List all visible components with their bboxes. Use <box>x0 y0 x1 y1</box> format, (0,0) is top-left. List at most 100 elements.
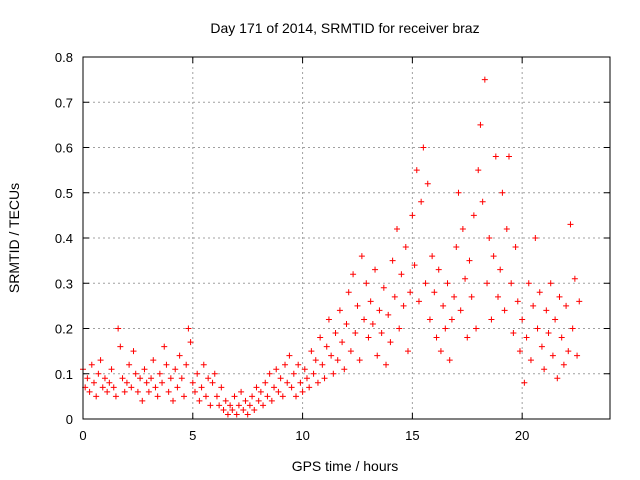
data-point <box>514 298 521 305</box>
data-point <box>299 388 306 395</box>
data-point <box>262 379 269 386</box>
plot-frame <box>82 56 611 420</box>
data-point <box>404 348 411 355</box>
data-point <box>196 397 203 404</box>
data-point <box>104 388 111 395</box>
data-point <box>213 393 220 400</box>
data-point <box>352 330 359 337</box>
data-point <box>508 280 515 287</box>
data-point <box>161 343 168 350</box>
data-point <box>481 76 488 83</box>
data-point <box>492 153 499 160</box>
data-point <box>145 388 152 395</box>
data-point <box>156 370 163 377</box>
axis-ticks: 0 0.1 0.2 0.3 0.4 0.5 0.6 0.7 0.8 0 5 10 15 20 <box>55 50 610 443</box>
data-point <box>209 379 216 386</box>
data-point <box>503 225 510 232</box>
data-point <box>242 397 249 404</box>
data-point <box>358 253 365 260</box>
data-point <box>394 225 401 232</box>
data-point <box>464 334 471 341</box>
data-point <box>268 397 275 404</box>
data-point <box>350 271 357 278</box>
data-point <box>137 375 144 382</box>
data-point <box>306 384 313 391</box>
x-tick-label: 20 <box>515 428 529 443</box>
data-point <box>369 320 376 327</box>
data-point <box>549 352 556 359</box>
data-point <box>536 289 543 296</box>
data-point <box>255 397 262 404</box>
data-point <box>558 334 565 341</box>
data-point <box>453 244 460 251</box>
data-point <box>323 343 330 350</box>
data-point <box>202 393 209 400</box>
data-point <box>312 357 319 364</box>
data-point <box>567 221 574 228</box>
data-point <box>187 339 194 346</box>
y-tick-label: 0.4 <box>55 231 73 246</box>
data-point <box>266 370 273 377</box>
data-point <box>90 379 97 386</box>
data-point <box>363 280 370 287</box>
data-point <box>216 402 223 409</box>
data-point <box>279 393 286 400</box>
y-tick-label: 0.3 <box>55 276 73 291</box>
data-point <box>284 379 291 386</box>
data-point <box>117 343 124 350</box>
data-point <box>277 375 284 382</box>
data-point <box>387 339 394 346</box>
data-point <box>141 366 148 373</box>
data-point <box>224 411 231 418</box>
data-point <box>413 167 420 174</box>
y-tick-label: 0.5 <box>55 186 73 201</box>
data-point <box>345 289 352 296</box>
x-tick-label: 0 <box>79 428 86 443</box>
data-point <box>347 348 354 355</box>
data-point <box>361 316 368 323</box>
data-point <box>251 406 258 413</box>
data-point <box>229 406 236 413</box>
data-point <box>271 384 278 391</box>
data-point <box>130 348 137 355</box>
data-point <box>380 284 387 291</box>
data-point <box>240 406 247 413</box>
data-point <box>290 370 297 377</box>
data-point <box>332 330 339 337</box>
data-point <box>556 293 563 300</box>
data-point <box>505 153 512 160</box>
data-point <box>569 325 576 332</box>
data-point <box>174 384 181 391</box>
data-point <box>356 357 363 364</box>
x-tick-label: 5 <box>189 428 196 443</box>
data-point <box>112 393 119 400</box>
data-point <box>378 330 385 337</box>
data-point <box>341 366 348 373</box>
data-point <box>525 280 532 287</box>
data-point <box>297 379 304 386</box>
data-point <box>95 370 102 377</box>
y-tick-label: 0.1 <box>55 367 73 382</box>
data-point <box>110 384 117 391</box>
data-point <box>218 384 225 391</box>
data-point <box>159 379 166 386</box>
data-point <box>552 316 559 323</box>
data-point <box>336 307 343 314</box>
data-point <box>119 375 126 382</box>
data-point <box>143 379 150 386</box>
data-point <box>97 357 104 364</box>
data-point <box>519 316 526 323</box>
data-point <box>396 325 403 332</box>
y-axis-label: SRMTID / TECUs <box>6 183 22 293</box>
data-point <box>431 289 438 296</box>
data-point <box>106 379 113 386</box>
y-tick-label: 0.2 <box>55 322 73 337</box>
data-point <box>282 361 289 368</box>
data-point <box>479 198 486 205</box>
data-point <box>198 384 205 391</box>
data-point <box>264 393 271 400</box>
data-point <box>200 361 207 368</box>
data-point <box>516 348 523 355</box>
data-point <box>194 370 201 377</box>
data-point <box>84 375 91 382</box>
